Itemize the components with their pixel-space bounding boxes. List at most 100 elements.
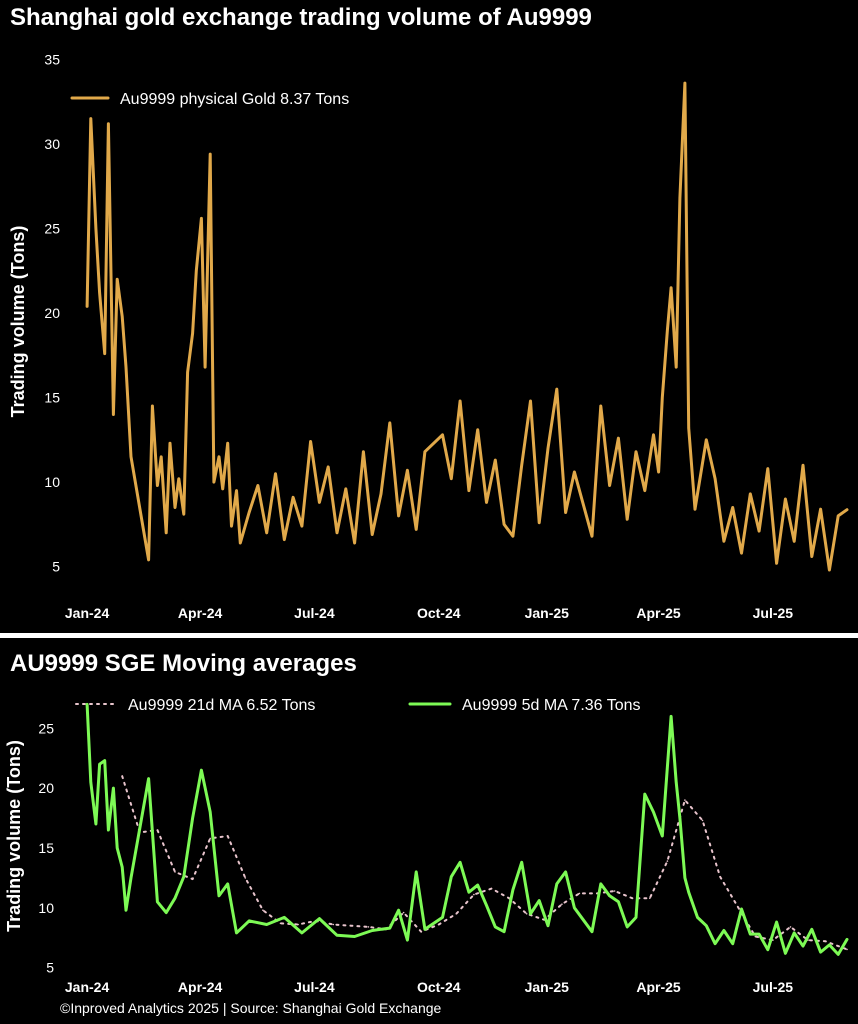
series-line-au9999-physical-point (309, 440, 312, 443)
series-line-21d-ma-point (719, 875, 721, 878)
series-line-5d-ma-point (687, 891, 690, 893)
series-line-5d-ma-point (112, 787, 115, 789)
x-tick-label: Jul-24 (294, 605, 335, 621)
series-line-5d-ma-point (90, 781, 92, 783)
series-line-5d-ma-point (696, 916, 699, 919)
series-line-au9999-physical-point (204, 366, 206, 368)
x-tick-label: Jan-24 (65, 979, 110, 995)
series-line-au9999-physical-point (389, 422, 391, 424)
series-line-au9999-physical-point (103, 352, 106, 355)
series-line-5d-ma-point (476, 884, 479, 886)
series-line-au9999-physical-point (657, 471, 660, 473)
series-line-5d-ma-point (731, 942, 734, 945)
series-line-au9999-physical-point (749, 493, 752, 495)
series-line-au9999-physical-point (301, 525, 303, 527)
series-line-au9999-physical-point (652, 434, 655, 436)
series-line-au9999-physical-point (209, 153, 211, 155)
series-line-au9999-physical-point (116, 278, 118, 281)
series-line-au9999-physical-point (345, 488, 347, 490)
moving-average-chart: Trading volume (Tons) 5 10 15 20 25 Jan-24 Apr-… (4, 697, 849, 995)
series-line-au9999-physical-point (802, 464, 804, 467)
series-line-au9999-physical-point (684, 82, 686, 84)
series-line-5d-ma-point (819, 951, 822, 953)
series-line-21d-ma-point (666, 860, 669, 862)
series-line-au9999-physical-point (644, 489, 646, 492)
series-line-au9999-physical-point (767, 467, 769, 470)
y-tick-label: 35 (44, 51, 60, 67)
series-line-21d-ma-point (438, 923, 440, 926)
series-line-au9999-physical-point (811, 555, 813, 558)
series-line-21d-ma-point (473, 893, 475, 896)
series-line-5d-ma-point (485, 904, 488, 907)
series-line-5d-ma-point (103, 759, 106, 762)
series-line-5d-ma-point (218, 895, 220, 897)
volume-chart-panel: Shanghai gold exchange trading volume of… (8, 4, 849, 621)
series-line-5d-ma-point (608, 895, 611, 897)
series-line-au9999-physical-point (121, 315, 123, 318)
series-line-au9999-physical-point (292, 496, 294, 499)
series-line-au9999-physical-point (635, 450, 637, 453)
series-line-5d-ma-point (811, 928, 813, 931)
series-line-5d-ma-point (353, 935, 356, 938)
series-line-5d-ma-point (591, 930, 593, 933)
divider (0, 633, 858, 638)
series-line-21d-ma-point (649, 897, 651, 899)
series-line-au9999-physical-point (675, 366, 677, 368)
series-line-5d-ma-point (450, 875, 453, 878)
series-line-21d-ma-point (420, 930, 423, 933)
series-line-au9999-physical-point (459, 400, 461, 402)
series-line-au9999-physical-point (95, 227, 97, 230)
series-line-5d-ma-point (116, 847, 118, 849)
series-line-5d-ma-point (226, 883, 229, 885)
x-tick-label: Apr-24 (178, 605, 223, 621)
series-line-au9999-physical-point (600, 405, 602, 407)
series-line-21d-ma-point (156, 829, 159, 831)
series-line-5d-ma-point (556, 883, 558, 885)
series-line-5d-ma-point (846, 938, 848, 941)
series-line-au9999-physical-point (195, 270, 198, 272)
series-line-au9999-physical-point (380, 493, 382, 495)
series-line-5d-ma-point (235, 932, 238, 934)
series-line-5d-ma-point (684, 877, 686, 879)
series-line-5d-ma-point (318, 917, 321, 920)
series-line-5d-ma-point (705, 924, 708, 927)
y-tick-label: 15 (38, 840, 54, 856)
y-tick-label: 15 (44, 390, 60, 406)
series-line-5d-ma-point (675, 781, 677, 783)
series-line-au9999-physical-point (130, 456, 132, 458)
series-line-5d-ma-point (635, 916, 637, 919)
series-line-21d-ma-point (684, 799, 686, 801)
series-line-5d-ma-point (147, 777, 150, 780)
series-line-5d-ma-point (494, 926, 497, 928)
series-line-5d-ma-point (107, 829, 110, 831)
series-line-au9999-physical-point (441, 434, 444, 436)
series-line-au9999-physical-point (362, 450, 365, 453)
y-tick-label: 20 (38, 780, 54, 796)
series-line-au9999-physical-point (573, 471, 576, 473)
x-tick-label: Oct-24 (417, 605, 461, 621)
series-line-au9999-physical-point (200, 217, 203, 220)
series-line-au9999-physical-point (617, 437, 620, 440)
series-line-au9999-physical-point (415, 528, 418, 531)
legend-label: Au9999 5d MA 7.36 Tons (462, 697, 641, 714)
y-tick-label: 10 (38, 900, 54, 916)
series-line-5d-ma-point (336, 934, 338, 937)
series-line-5d-ma-point (775, 921, 778, 923)
series-line-au9999-physical-point (503, 523, 505, 526)
series-line-au9999-physical-point (775, 562, 778, 565)
series-line-5d-ma-point (828, 944, 831, 946)
series-line-au9999-physical-point (98, 292, 101, 294)
series-line-au9999-physical-point (520, 464, 523, 467)
series-line-21d-ma-point (279, 922, 282, 925)
series-line-au9999-physical-point (538, 521, 540, 524)
y-axis-label: Trading volume (Tons) (8, 226, 28, 418)
series-line-5d-ma-point (165, 911, 167, 914)
series-line-5d-ma-point (652, 811, 655, 813)
series-line-5d-ma-point (183, 875, 185, 878)
series-line-21d-ma-point (174, 871, 176, 873)
series-line-5d-ma-point (538, 899, 540, 902)
series-line-5d-ma-point (156, 901, 159, 903)
series-line-21d-ma-point (561, 903, 563, 905)
series-line-5d-ma-point (837, 953, 839, 956)
series-line-5d-ma-point (670, 715, 672, 718)
